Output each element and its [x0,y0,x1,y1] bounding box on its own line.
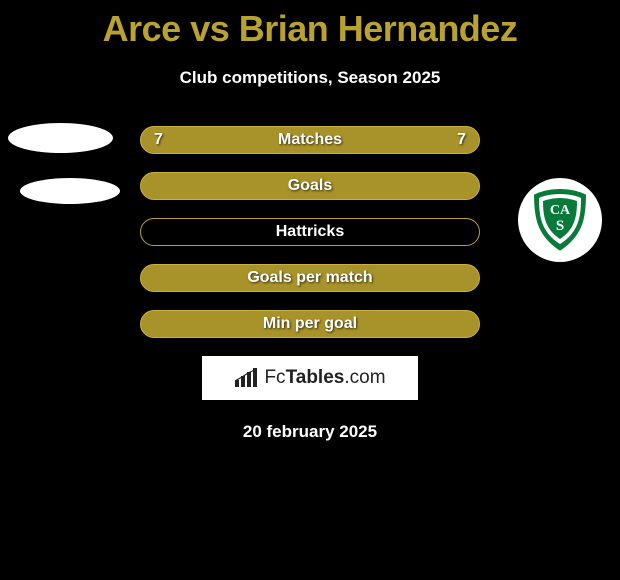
stat-label: Goals per match [247,269,372,287]
shield-icon: CA S [529,186,591,254]
footer-logo-text: FcTables.com [264,367,385,389]
footer-date: 20 february 2025 [0,422,620,442]
stat-label: Matches [278,131,342,149]
crest-text-1: CA [550,203,571,218]
team-crest-right: CA S [518,178,602,262]
crest-text-2: S [556,218,564,234]
stat-row: Min per goal [0,310,620,338]
stat-bar: Goals [140,172,480,200]
stat-bar: Min per goal [140,310,480,338]
stat-bar: Hattricks [140,218,480,246]
stat-value-right: 7 [457,131,466,149]
stat-row: Goals per match [0,264,620,292]
logo-suffix: .com [344,367,385,388]
player-placeholder-icon [20,178,120,204]
stat-label: Min per goal [263,315,357,333]
page-title: Arce vs Brian Hernandez [0,0,620,50]
stat-label: Hattricks [276,223,344,241]
stat-bar: 7 7 Matches [140,126,480,154]
subtitle: Club competitions, Season 2025 [0,68,620,88]
stat-value-left: 7 [154,131,163,149]
logo-prefix: Fc [264,367,285,388]
player-placeholder-icon [8,123,113,153]
stat-bar: Goals per match [140,264,480,292]
bar-chart-icon [234,368,260,388]
stat-label: Goals [288,177,332,195]
logo-bold: Tables [286,367,345,388]
footer-logo: FcTables.com [202,356,418,400]
